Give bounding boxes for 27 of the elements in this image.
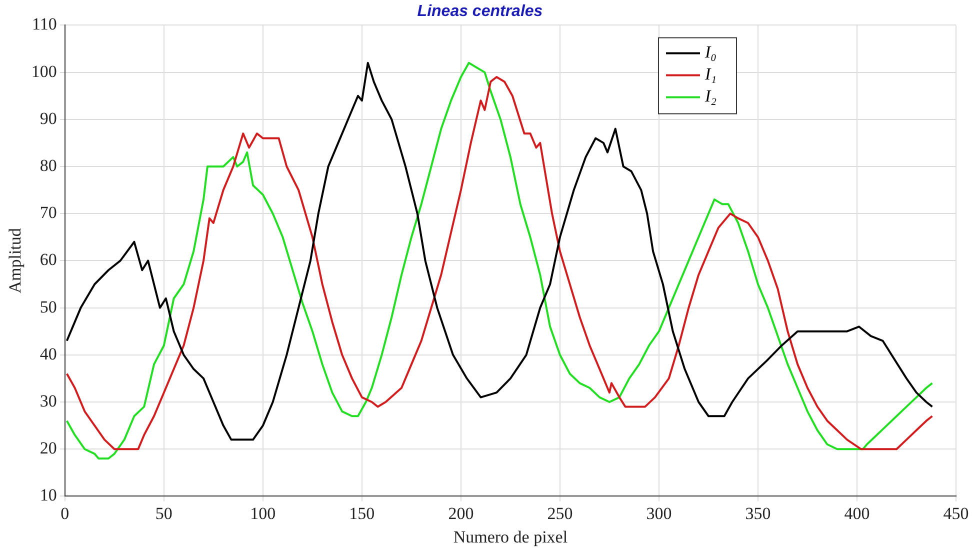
x-tick-label: 100 bbox=[250, 504, 276, 523]
x-tick-label: 0 bbox=[60, 504, 70, 523]
x-tick-label: 400 bbox=[844, 504, 870, 523]
y-tick-label: 20 bbox=[40, 438, 57, 458]
y-tick-label: 40 bbox=[40, 344, 57, 364]
y-axis-title: Amplitud bbox=[6, 228, 25, 294]
y-tick-label: 50 bbox=[40, 297, 57, 316]
y-tick-label: 80 bbox=[40, 156, 57, 175]
x-tick-label: 300 bbox=[646, 504, 672, 523]
x-tick-label: 150 bbox=[349, 504, 375, 523]
legend-label: I₀ bbox=[704, 42, 717, 62]
y-tick-label: 60 bbox=[40, 250, 57, 270]
legend-label: I₂ bbox=[704, 86, 717, 106]
x-tick-label: 200 bbox=[448, 504, 474, 523]
x-tick-label: 50 bbox=[155, 504, 172, 523]
y-tick-label: 90 bbox=[40, 108, 57, 128]
y-tick-label: 10 bbox=[40, 486, 57, 505]
y-tick-label: 30 bbox=[40, 391, 57, 410]
x-axis-title: Numero de pixel bbox=[453, 527, 568, 546]
x-tick-label: 350 bbox=[745, 504, 771, 523]
y-tick-label: 110 bbox=[32, 14, 57, 34]
chart-title: Lineas centrales bbox=[417, 3, 543, 20]
y-tick-label: 100 bbox=[31, 62, 57, 81]
y-tick-label: 70 bbox=[40, 203, 57, 222]
x-tick-label: 450 bbox=[943, 504, 969, 523]
x-tick-label: 250 bbox=[547, 504, 573, 523]
legend-label: I₁ bbox=[704, 64, 717, 84]
